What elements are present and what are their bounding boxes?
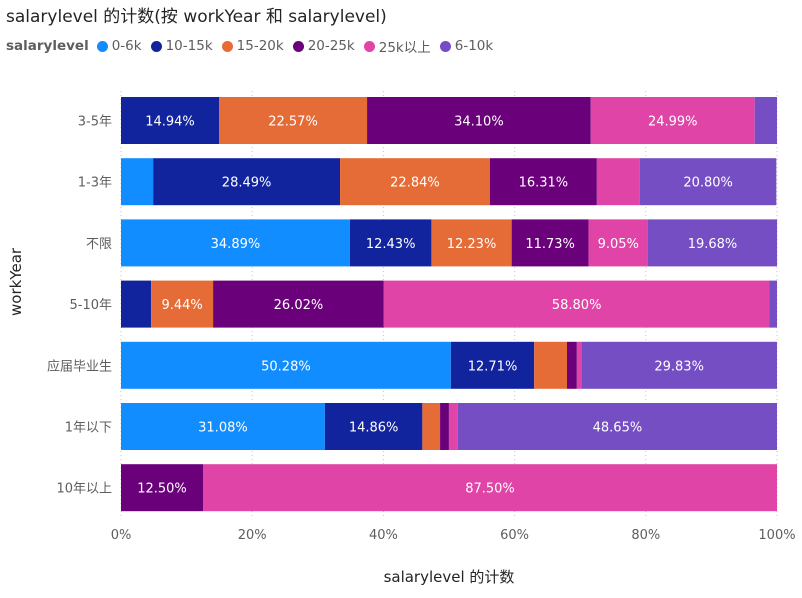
bar-segment bbox=[324, 403, 423, 450]
bar-segment bbox=[754, 97, 777, 144]
data-label: 26.02% bbox=[274, 298, 324, 313]
legend-dot-icon bbox=[150, 40, 162, 52]
legend-dot-icon bbox=[439, 40, 451, 52]
legend-label: 15-20k bbox=[236, 38, 284, 54]
data-label: 28.49% bbox=[222, 176, 272, 191]
data-label: 50.28% bbox=[261, 359, 311, 374]
bar-segment bbox=[769, 280, 777, 328]
data-label: 16.31% bbox=[519, 176, 569, 191]
legend-label: 25k以上 bbox=[378, 40, 431, 56]
bar-segment bbox=[511, 219, 589, 267]
legend-item-0-6k[interactable]: 0-6k bbox=[96, 38, 142, 54]
y-category-label: 1-3年 bbox=[78, 176, 112, 191]
data-label: 20.80% bbox=[683, 176, 733, 191]
data-label: 14.86% bbox=[349, 421, 399, 436]
legend-dot-icon bbox=[292, 40, 304, 52]
data-label: 48.65% bbox=[593, 421, 643, 436]
data-label: 22.84% bbox=[390, 176, 440, 191]
legend-item-10-15k[interactable]: 10-15k bbox=[150, 38, 213, 54]
chart-title: salarylevel 的计数(按 workYear 和 salarylevel… bbox=[6, 7, 387, 27]
legend: salarylevel 0-6k 10-15k 15-20k 20-25k 25… bbox=[6, 36, 502, 56]
bar-segment bbox=[448, 403, 458, 450]
data-label: 34.10% bbox=[454, 115, 504, 130]
legend-label: 20-25k bbox=[307, 38, 355, 54]
legend-dot-icon bbox=[363, 40, 375, 52]
data-label: 9.44% bbox=[161, 298, 202, 313]
bar-segment bbox=[596, 158, 640, 206]
data-label: 11.73% bbox=[525, 237, 575, 252]
legend-label: 10-15k bbox=[165, 38, 213, 54]
bar-segment bbox=[489, 158, 597, 206]
bar-segment bbox=[219, 97, 368, 144]
x-tick-label: 0% bbox=[111, 528, 132, 543]
bar-segment bbox=[367, 97, 591, 144]
bar-segment bbox=[534, 341, 568, 389]
data-label: 24.99% bbox=[648, 115, 698, 130]
bar-segment bbox=[588, 219, 648, 267]
x-tick-label: 20% bbox=[238, 528, 267, 543]
data-label: 12.23% bbox=[447, 237, 497, 252]
bar-segment bbox=[121, 158, 154, 206]
bar-segment bbox=[349, 219, 432, 267]
x-axis-title: salarylevel 的计数 bbox=[383, 568, 515, 586]
y-category-label: 应届毕业生 bbox=[47, 358, 112, 374]
data-label: 9.05% bbox=[598, 237, 639, 252]
legend-label: 0-6k bbox=[111, 38, 142, 54]
y-category-label: 不限 bbox=[86, 237, 112, 252]
bar-segment bbox=[121, 341, 451, 389]
data-label: 34.89% bbox=[211, 237, 261, 252]
legend-item-20-25k[interactable]: 20-25k bbox=[292, 38, 355, 54]
data-label: 22.57% bbox=[268, 115, 318, 130]
bar-segment bbox=[450, 341, 535, 389]
data-label: 87.50% bbox=[465, 482, 515, 497]
bar-segment bbox=[151, 280, 214, 328]
bar-segment bbox=[340, 158, 490, 206]
x-tick-label: 40% bbox=[369, 528, 398, 543]
y-category-label: 10年以上 bbox=[56, 482, 112, 497]
legend-label: 6-10k bbox=[454, 38, 494, 54]
x-tick-label: 100% bbox=[758, 528, 795, 543]
legend-dot-icon bbox=[221, 40, 233, 52]
bar-segment bbox=[213, 280, 384, 328]
data-label: 58.80% bbox=[552, 298, 602, 313]
bar-segment bbox=[440, 403, 449, 450]
legend-dot-icon bbox=[96, 40, 108, 52]
data-label: 12.50% bbox=[137, 482, 187, 497]
bar-segment bbox=[581, 341, 777, 389]
data-label: 12.71% bbox=[468, 359, 518, 374]
data-label: 31.08% bbox=[198, 421, 248, 436]
bar-segment bbox=[647, 219, 778, 267]
data-label: 12.43% bbox=[366, 237, 416, 252]
legend-item-25k-plus[interactable]: 25k以上 bbox=[363, 36, 431, 56]
bar-segment bbox=[590, 97, 755, 144]
bar-segment bbox=[121, 280, 152, 328]
bar-segment bbox=[121, 219, 350, 267]
x-tick-label: 60% bbox=[500, 528, 529, 543]
bar-segment bbox=[203, 464, 777, 512]
bar-segment bbox=[422, 403, 441, 450]
bar-segment bbox=[153, 158, 341, 206]
bar-segment bbox=[639, 158, 777, 206]
bar-segment bbox=[121, 97, 220, 144]
x-tick-label: 80% bbox=[631, 528, 660, 543]
bar-segment bbox=[576, 341, 582, 389]
legend-title: salarylevel bbox=[6, 38, 89, 54]
data-label: 19.68% bbox=[688, 237, 738, 252]
bar-segment bbox=[567, 341, 577, 389]
y-category-label: 3-5年 bbox=[78, 115, 112, 130]
data-label: 29.83% bbox=[654, 359, 704, 374]
data-label: 14.94% bbox=[145, 115, 195, 130]
bar-segment bbox=[431, 219, 512, 267]
legend-item-15-20k[interactable]: 15-20k bbox=[221, 38, 284, 54]
y-category-label: 5-10年 bbox=[69, 298, 112, 313]
legend-item-6-10k[interactable]: 6-10k bbox=[439, 38, 494, 54]
bar-segment bbox=[121, 464, 203, 512]
bar-segment bbox=[383, 280, 770, 328]
bar-segment bbox=[457, 403, 777, 450]
y-category-label: 1年以下 bbox=[65, 421, 112, 436]
bar-segment bbox=[121, 403, 325, 450]
